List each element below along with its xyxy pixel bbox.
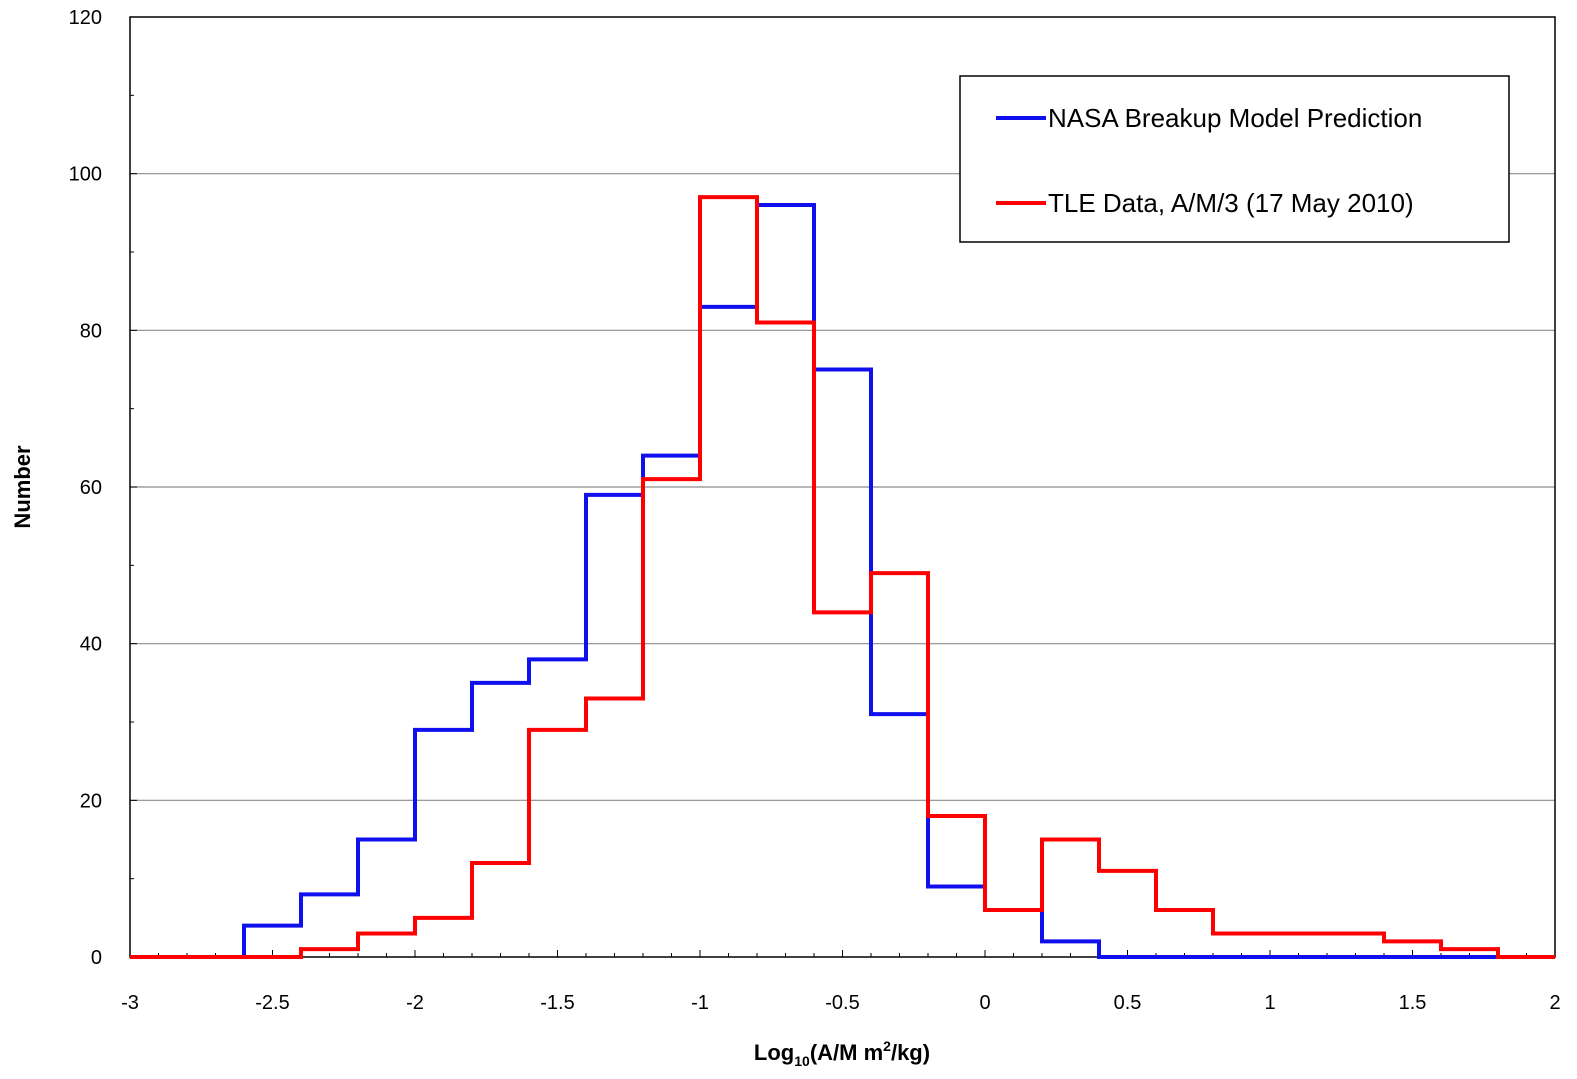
x-tick-label: 2 bbox=[1549, 992, 1560, 1014]
x-tick-labels: -3 -2.5 -2 -1.5 -1 -0.5 0 0.5 1 1.5 2 bbox=[121, 992, 1560, 1014]
series-line-1 bbox=[130, 195, 1555, 959]
legend-label-tle: TLE Data, A/M/3 (17 May 2010) bbox=[1048, 188, 1414, 218]
y-tick-label: 20 bbox=[80, 790, 102, 812]
legend-box bbox=[959, 75, 1510, 243]
x-tick-label: 1 bbox=[1264, 992, 1275, 1014]
x-axis-title-suffix: /kg) bbox=[891, 1040, 930, 1065]
x-axis-title-superscript: 2 bbox=[883, 1038, 891, 1054]
x-axis-title-prefix: Log bbox=[754, 1040, 794, 1065]
x-tick-label: -0.5 bbox=[825, 992, 859, 1014]
y-tick-label: 0 bbox=[91, 947, 102, 969]
x-tick-label: -1.5 bbox=[540, 992, 574, 1014]
y-tick-label: 60 bbox=[80, 477, 102, 499]
x-tick-label: -2 bbox=[406, 992, 424, 1014]
x-tick-label: -1 bbox=[691, 992, 709, 1014]
x-tick-label: -2.5 bbox=[255, 992, 289, 1014]
y-tick-labels: 0 20 40 60 80 100 120 bbox=[69, 7, 102, 969]
gridlines bbox=[130, 173, 1555, 801]
y-tick-label: 120 bbox=[69, 7, 102, 29]
x-axis-title-subscript: 10 bbox=[794, 1053, 810, 1069]
y-tick-label: 80 bbox=[80, 320, 102, 342]
x-tick-label: 0 bbox=[979, 992, 990, 1014]
series-layer bbox=[130, 195, 1555, 959]
x-axis-title: Log10(A/M m2/kg) bbox=[754, 1038, 930, 1069]
y-tick-label: 40 bbox=[80, 634, 102, 656]
x-tick-label: 0.5 bbox=[1114, 992, 1142, 1014]
x-tick-label: 1.5 bbox=[1399, 992, 1427, 1014]
y-axis-title: Number bbox=[10, 445, 35, 529]
legend: NASA Breakup Model Prediction TLE Data, … bbox=[959, 75, 1510, 243]
y-tick-label: 100 bbox=[69, 164, 102, 186]
legend-label-nasa: NASA Breakup Model Prediction bbox=[1048, 103, 1422, 133]
x-tick-label: -3 bbox=[121, 992, 139, 1014]
x-axis-title-middle: (A/M m bbox=[810, 1040, 883, 1065]
plot-border bbox=[129, 16, 1556, 958]
